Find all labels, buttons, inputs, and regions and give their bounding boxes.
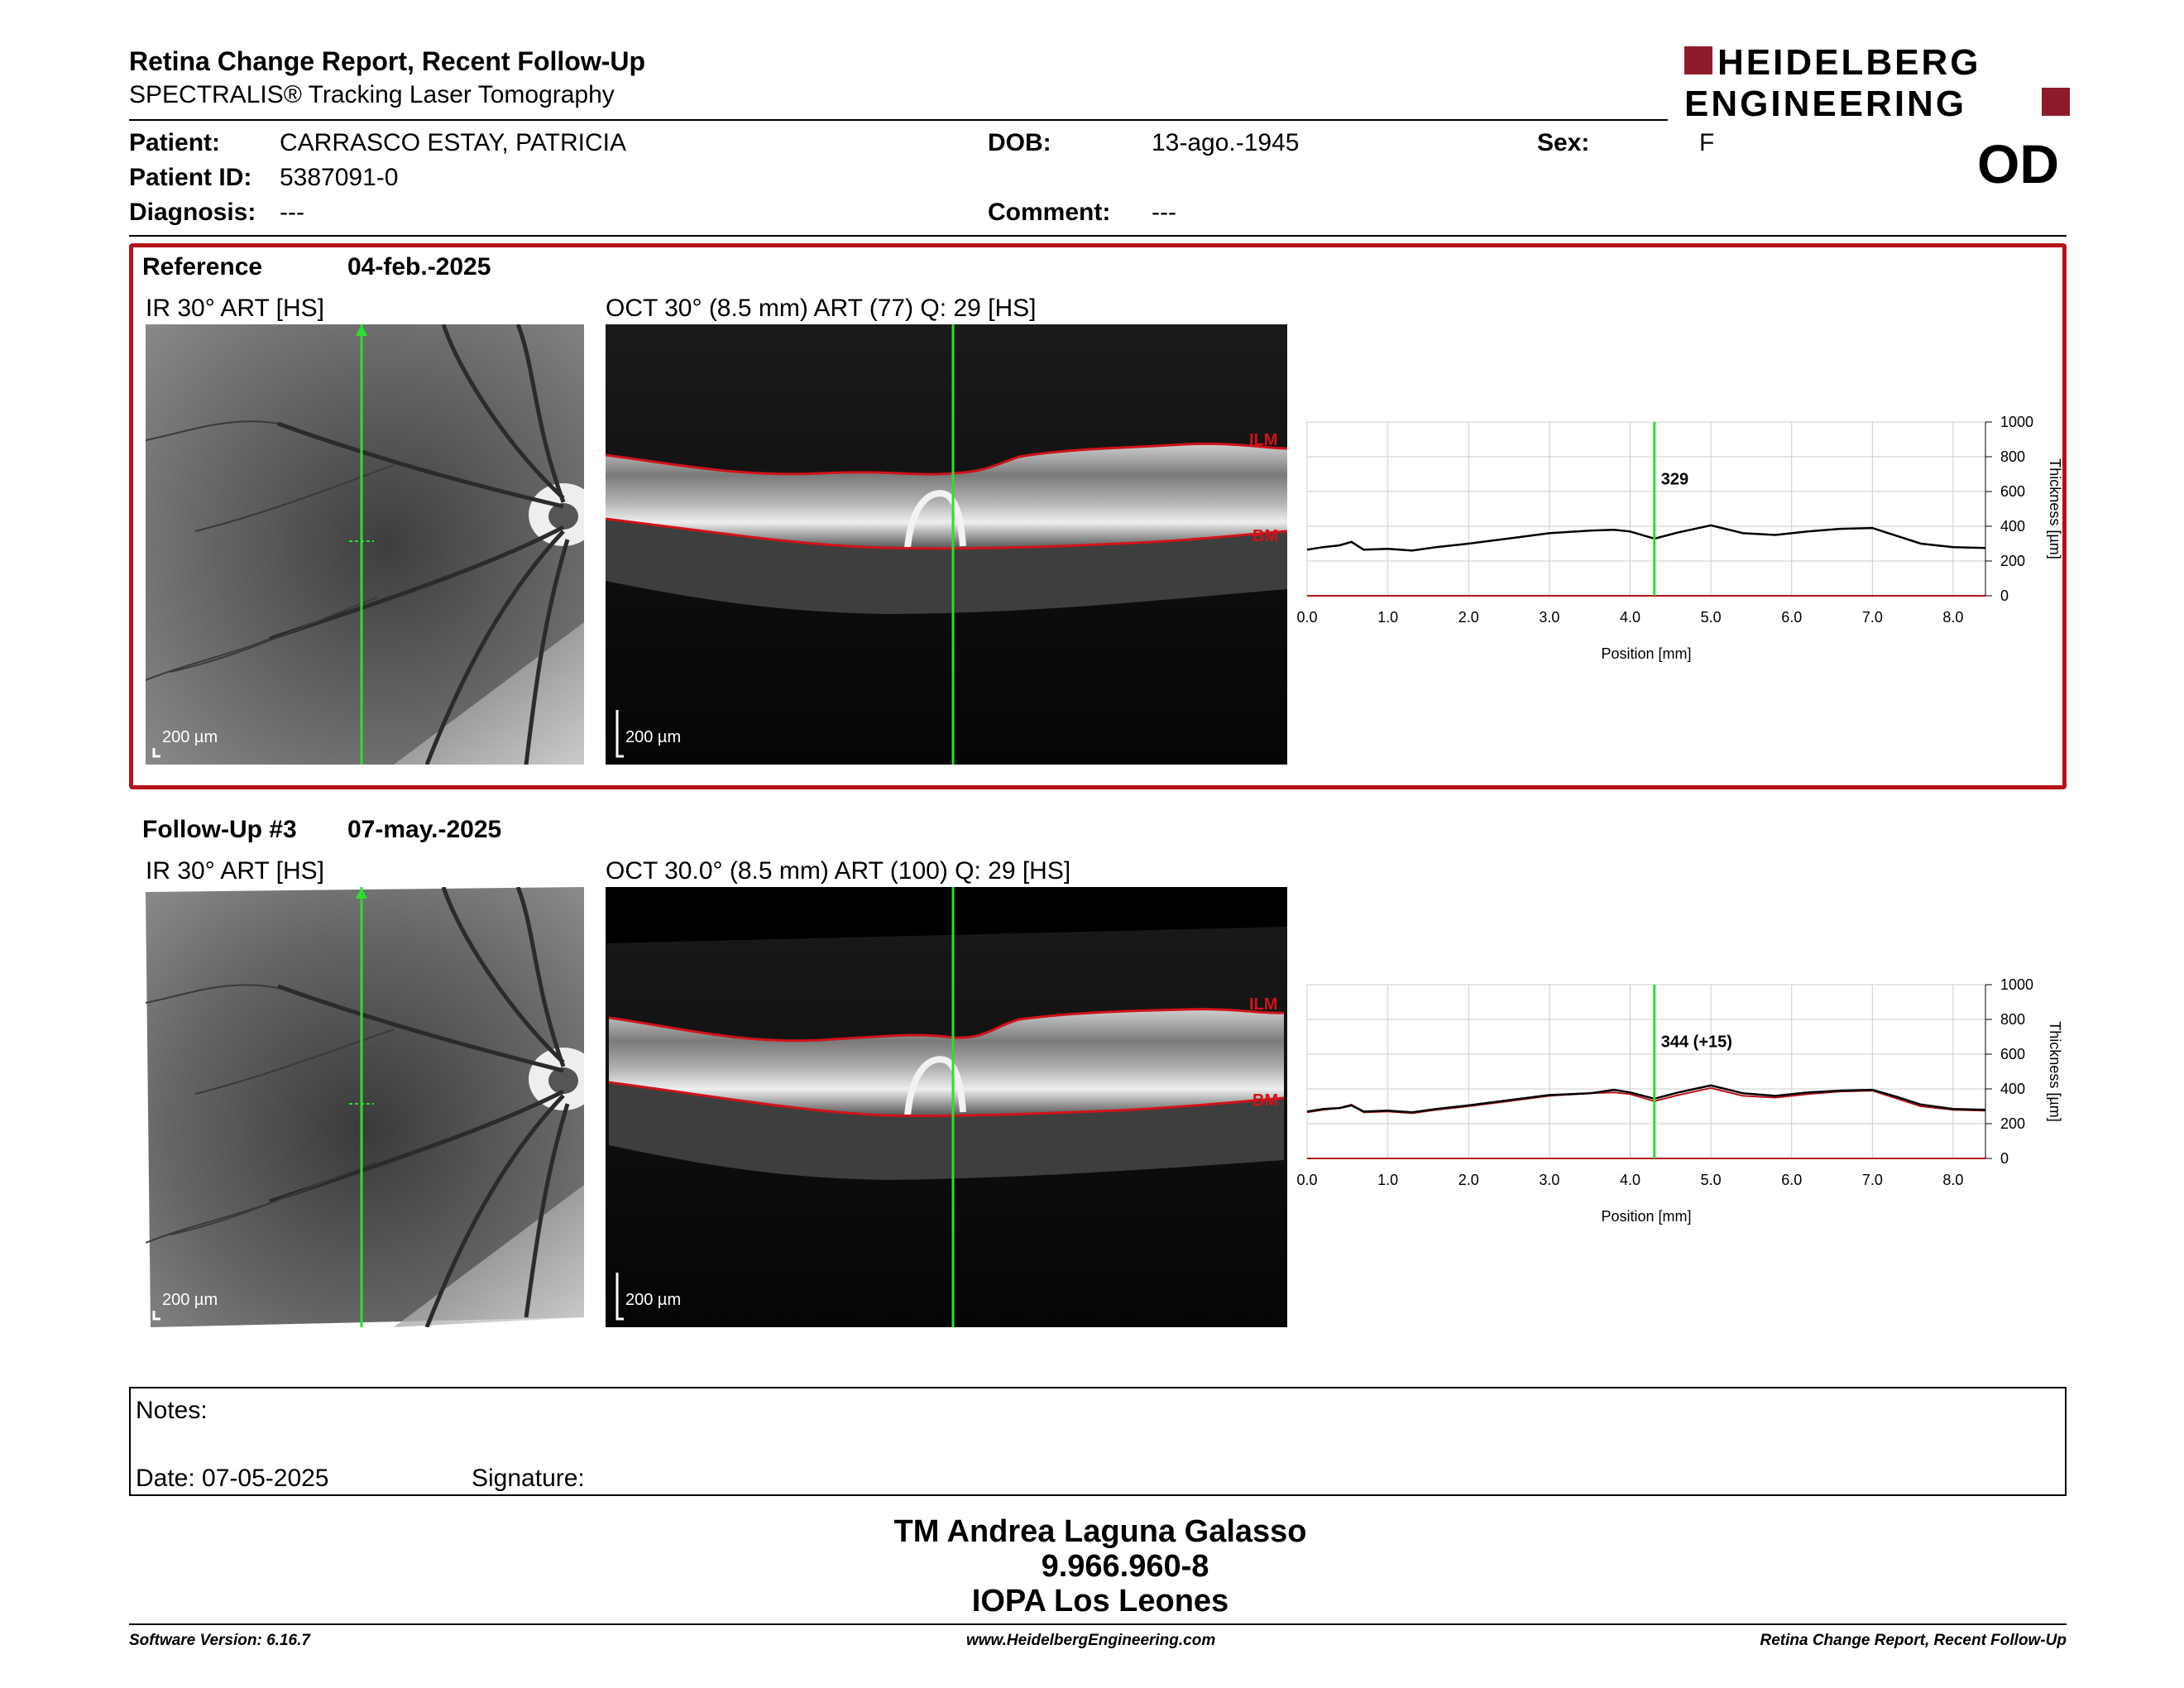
svg-text:ILM: ILM <box>1249 431 1277 449</box>
followup-oct-image: ILM BM 200 µm <box>606 887 1287 1327</box>
followup-ir-scale: 200 µm <box>162 1291 218 1309</box>
reference-oct-label: OCT 30° (8.5 mm) ART (77) Q: 29 [HS] <box>606 295 1037 322</box>
y-tick-label: 0 <box>2000 1150 2009 1167</box>
svg-text:BM: BM <box>1252 527 1278 545</box>
y-tick-label: 800 <box>2000 1011 2025 1028</box>
x-tick-label: 3.0 <box>1539 609 1559 626</box>
x-tick-label: 5.0 <box>1701 1172 1722 1188</box>
website-link[interactable]: www.HeidelbergEngineering.com <box>966 1632 1216 1649</box>
followup-date: 07-may.-2025 <box>347 816 502 843</box>
x-axis-label: Position [mm] <box>1601 645 1691 662</box>
followup-oct-scale: 200 µm <box>625 1291 682 1309</box>
x-tick-label: 2.0 <box>1458 1172 1479 1188</box>
followup-label: Follow-Up #3 <box>142 816 297 843</box>
x-tick-label: 4.0 <box>1620 1172 1640 1188</box>
reference-ir-scale: 200 µm <box>162 728 218 746</box>
svg-text:HEIDELBERG: HEIDELBERG <box>1717 43 1980 83</box>
reference-ir-label: IR 30° ART [HS] <box>146 295 324 322</box>
patient-divider <box>129 235 2067 237</box>
x-tick-label: 1.0 <box>1377 609 1398 626</box>
software-version: Software Version: 6.16.7 <box>129 1632 310 1649</box>
comment-label: Comment: <box>988 199 1111 226</box>
thickness-series-line <box>1306 524 1986 552</box>
svg-text:ILM: ILM <box>1249 995 1277 1014</box>
patient-id-label: Patient ID: <box>129 164 252 191</box>
y-axis-label: Thickness [µm] <box>2047 1021 2063 1121</box>
sex-label: Sex: <box>1537 129 1590 156</box>
svg-text:ENGINEERING: ENGINEERING <box>1684 84 1966 119</box>
y-tick-label: 1000 <box>2000 414 2033 430</box>
reference-oct-scale: 200 µm <box>625 728 682 746</box>
signer-id: 9.966.960-8 <box>1041 1549 1209 1584</box>
y-tick-label: 400 <box>2000 518 2025 535</box>
report-subtitle: SPECTRALIS® Tracking Laser Tomography <box>129 81 615 108</box>
signer-org: IOPA Los Leones <box>971 1584 1229 1618</box>
x-tick-label: 6.0 <box>1781 609 1802 626</box>
y-tick-label: 200 <box>2000 1115 2025 1132</box>
x-tick-label: 0.0 <box>1296 1172 1317 1188</box>
thickness-series-line <box>1306 1084 1986 1114</box>
x-tick-label: 5.0 <box>1701 609 1722 626</box>
footer-divider <box>129 1623 2067 1625</box>
followup-ir-label: IR 30° ART [HS] <box>146 857 324 885</box>
y-tick-label: 400 <box>2000 1081 2025 1097</box>
x-tick-label: 8.0 <box>1942 1172 1963 1188</box>
reference-date: 04-feb.-2025 <box>347 253 491 281</box>
x-tick-label: 6.0 <box>1781 1172 1802 1188</box>
patient-label: Patient: <box>129 129 221 156</box>
dob-value: 13-ago.-1945 <box>1152 129 1300 156</box>
footer-report-title: Retina Change Report, Recent Follow-Up <box>1760 1632 2067 1649</box>
plot-area <box>1306 984 1986 1159</box>
dob-label: DOB: <box>988 129 1051 156</box>
x-tick-label: 4.0 <box>1620 609 1640 626</box>
y-tick-label: 200 <box>2000 553 2025 569</box>
x-tick-label: 1.0 <box>1377 1172 1398 1188</box>
reference-frame <box>129 243 2067 789</box>
patient-id: 5387091-0 <box>280 164 399 191</box>
plot-area <box>1306 421 1986 597</box>
reference-thickness-chart: 0.0 1.0 2.0 3.0 4.0 5.0 6.0 7.0 8.0 0 200 400 600 800… <box>1296 414 2063 662</box>
followup-ir-image: 200 µm <box>146 887 584 1327</box>
followup-oct-label: OCT 30.0° (8.5 mm) ART (100) Q: 29 [HS] <box>606 857 1071 885</box>
notes-box <box>129 1387 2067 1496</box>
signer-name: TM Andrea Laguna Galasso <box>893 1514 1307 1549</box>
notes-label: Notes: <box>136 1397 208 1424</box>
comment-value: --- <box>1152 199 1176 226</box>
marker-value-label: 344 (+15) <box>1661 1033 1732 1052</box>
followup-thickness-chart: 0.0 1.0 2.0 3.0 4.0 5.0 6.0 7.0 8.0 0 200 400 600 800… <box>1296 976 2063 1225</box>
svg-text:BM: BM <box>1252 1091 1278 1110</box>
x-tick-label: 0.0 <box>1296 609 1317 626</box>
signature-label: Signature: <box>472 1465 585 1492</box>
x-tick-label: 7.0 <box>1862 609 1883 626</box>
notes-date: Date: 07-05-2025 <box>136 1465 329 1492</box>
reference-label: Reference <box>142 253 263 281</box>
diagnosis-label: Diagnosis: <box>129 199 256 226</box>
x-tick-label: 2.0 <box>1458 609 1479 626</box>
reference-oct-image: ILM BM 200 µm <box>606 324 1287 765</box>
x-tick-label: 3.0 <box>1539 1172 1559 1188</box>
x-tick-label: 8.0 <box>1942 609 1963 626</box>
reference-ir-image: 200 µm <box>146 324 584 765</box>
report-title: Retina Change Report, Recent Follow-Up <box>129 46 646 76</box>
sex-value: F <box>1699 129 1715 156</box>
y-tick-label: 1000 <box>2000 976 2033 993</box>
x-tick-label: 7.0 <box>1862 1172 1883 1188</box>
x-axis-label: Position [mm] <box>1601 1208 1691 1225</box>
patient-name: CARRASCO ESTAY, PATRICIA <box>280 129 626 156</box>
y-tick-label: 600 <box>2000 1046 2025 1062</box>
heidelberg-logo: HEIDELBERG ENGINEERING <box>1684 42 2071 124</box>
marker-value-label: 329 <box>1661 471 1688 489</box>
y-axis-label: Thickness [µm] <box>2047 458 2063 559</box>
eye-label: OD <box>1977 133 2059 194</box>
header-divider <box>129 119 1668 121</box>
y-tick-label: 600 <box>2000 483 2025 500</box>
diagnosis-value: --- <box>280 199 304 226</box>
y-tick-label: 800 <box>2000 448 2025 465</box>
y-tick-label: 0 <box>2000 587 2009 604</box>
